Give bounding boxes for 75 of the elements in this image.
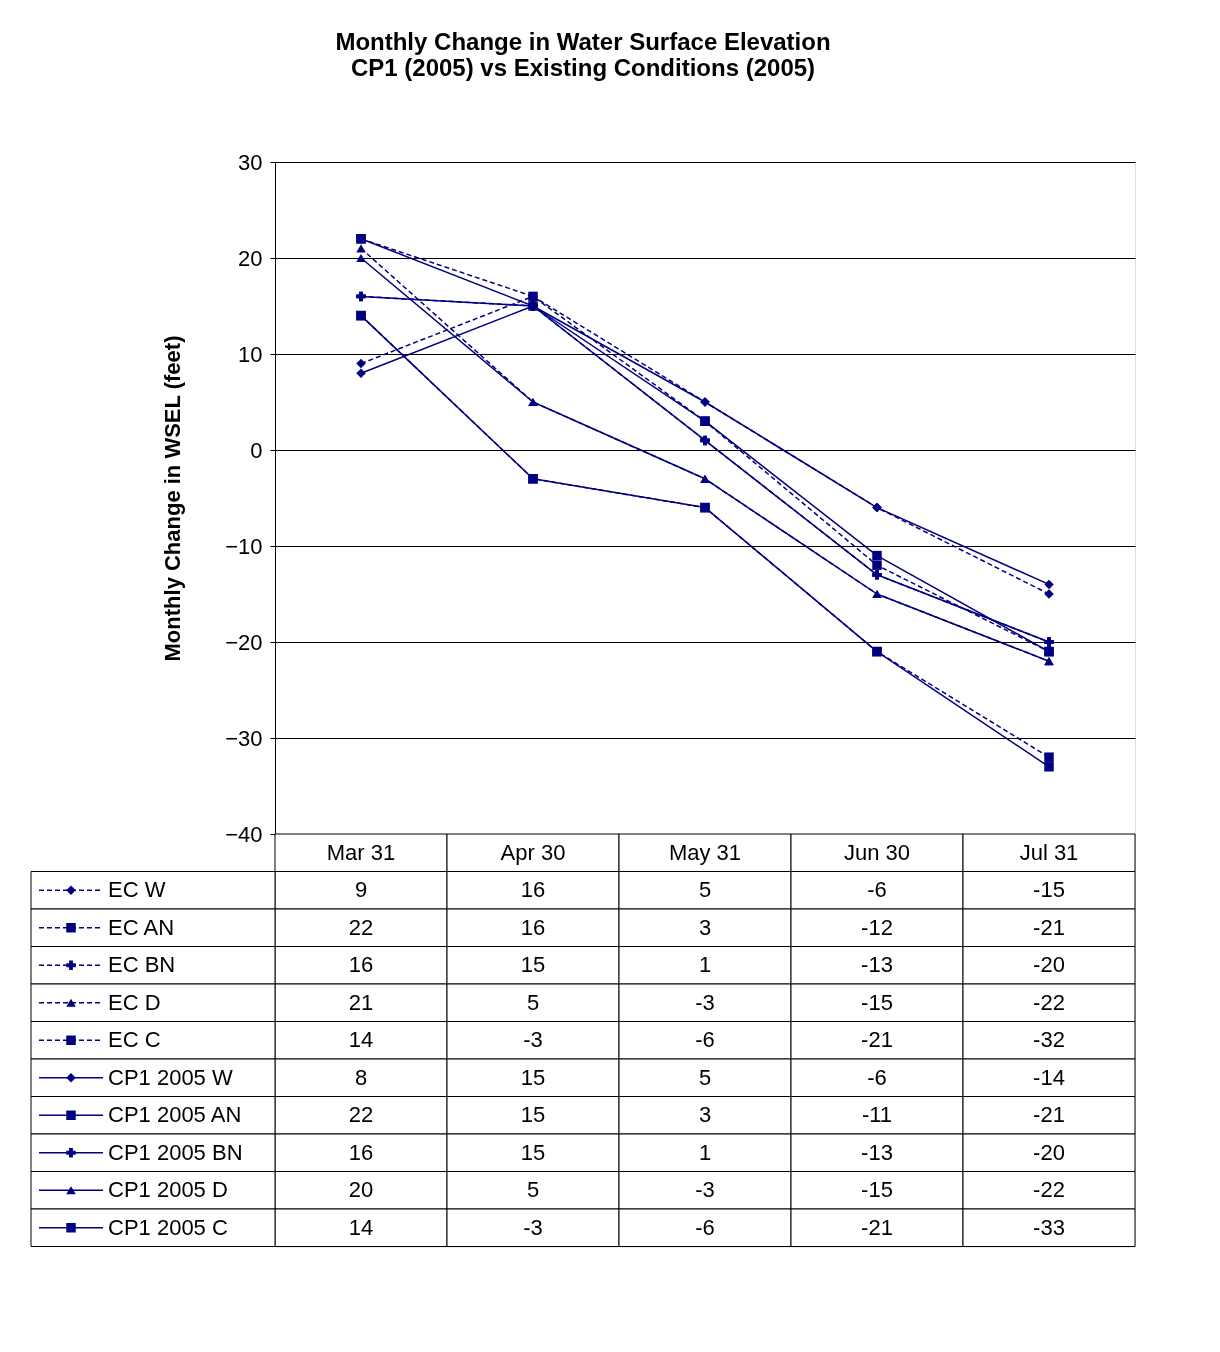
x-tick-label: Jun 30 bbox=[843, 839, 911, 865]
y-tick-label: 30 bbox=[238, 149, 263, 175]
data-label: 15 bbox=[520, 1102, 546, 1128]
legend-label: CP1 2005 W bbox=[108, 1064, 233, 1090]
data-label: 8 bbox=[354, 1064, 368, 1090]
chart-title: Monthly Change in Water Surface Elevation CP1 (2005) vs Existing Conditions (2005) bbox=[335, 27, 831, 81]
data-label: 9 bbox=[354, 877, 368, 903]
legend-label: EC AN bbox=[108, 914, 175, 940]
data-label: 5 bbox=[698, 877, 712, 903]
data-label: -3 bbox=[695, 1177, 715, 1203]
legend-label: EC D bbox=[108, 989, 161, 1015]
data-label: 5 bbox=[698, 1064, 712, 1090]
y-tick-label: −20 bbox=[225, 629, 263, 655]
data-label: 16 bbox=[520, 914, 546, 940]
data-label: -15 bbox=[861, 1177, 893, 1203]
data-label: 5 bbox=[526, 989, 540, 1015]
y-tick-label: −40 bbox=[225, 821, 263, 847]
data-label: -15 bbox=[1033, 877, 1065, 903]
y-tick-label: 20 bbox=[238, 245, 263, 271]
data-label: -3 bbox=[523, 1214, 543, 1240]
data-label: -21 bbox=[861, 1214, 893, 1240]
data-label: -21 bbox=[1033, 1102, 1065, 1128]
data-label: 15 bbox=[520, 1139, 546, 1165]
data-label: 16 bbox=[348, 952, 374, 978]
legend-label: CP1 2005 BN bbox=[108, 1139, 243, 1165]
y-tick-label: 0 bbox=[250, 437, 263, 463]
data-label: -15 bbox=[861, 989, 893, 1015]
x-tick-label: Apr 30 bbox=[500, 839, 566, 865]
legend-label: CP1 2005 D bbox=[108, 1177, 228, 1203]
data-label: 20 bbox=[348, 1177, 374, 1203]
data-label: -22 bbox=[1033, 1177, 1065, 1203]
data-label: -6 bbox=[867, 1064, 887, 1090]
data-label: 16 bbox=[348, 1139, 374, 1165]
data-label: 21 bbox=[348, 989, 374, 1015]
data-label: -20 bbox=[1033, 1139, 1065, 1165]
data-label: 15 bbox=[520, 1064, 546, 1090]
legend-label: CP1 2005 C bbox=[108, 1214, 228, 1240]
legend-label: EC BN bbox=[108, 952, 176, 978]
data-label: 3 bbox=[698, 1102, 712, 1128]
data-label: 5 bbox=[526, 1177, 540, 1203]
data-label: 14 bbox=[348, 1027, 374, 1053]
data-label: -6 bbox=[695, 1027, 715, 1053]
legend-label: EC W bbox=[108, 877, 166, 903]
data-label: -3 bbox=[695, 989, 715, 1015]
data-label: -21 bbox=[861, 1027, 893, 1053]
data-label: -13 bbox=[861, 1139, 893, 1165]
data-label: -32 bbox=[1033, 1027, 1065, 1053]
data-label: 16 bbox=[520, 877, 546, 903]
y-tick-label: −10 bbox=[225, 533, 263, 559]
data-label: -6 bbox=[867, 877, 887, 903]
data-label: 1 bbox=[698, 1139, 712, 1165]
data-label: 22 bbox=[348, 914, 374, 940]
data-label: -11 bbox=[861, 1102, 893, 1128]
data-label: -21 bbox=[1033, 914, 1065, 940]
legend-label: EC C bbox=[108, 1027, 161, 1053]
data-label: -20 bbox=[1033, 952, 1065, 978]
data-label: -3 bbox=[523, 1027, 543, 1053]
data-label: -22 bbox=[1033, 989, 1065, 1015]
data-label: -14 bbox=[1033, 1064, 1065, 1090]
data-label: 14 bbox=[348, 1214, 374, 1240]
data-label: -6 bbox=[695, 1214, 715, 1240]
data-label: 22 bbox=[348, 1102, 374, 1128]
data-label: -33 bbox=[1033, 1214, 1065, 1240]
x-tick-label: May 31 bbox=[668, 839, 742, 865]
data-label: 3 bbox=[698, 914, 712, 940]
data-label: 1 bbox=[698, 952, 712, 978]
x-tick-label: Jul 31 bbox=[1019, 839, 1079, 865]
data-label: -12 bbox=[861, 914, 893, 940]
data-label: -13 bbox=[861, 952, 893, 978]
y-tick-label: 10 bbox=[238, 341, 263, 367]
x-tick-label: Mar 31 bbox=[326, 839, 396, 865]
y-axis-title: Monthly Change in WSEL (feet) bbox=[160, 335, 186, 662]
legend-label: CP1 2005 AN bbox=[108, 1102, 242, 1128]
y-tick-label: −30 bbox=[225, 725, 263, 751]
data-label: 15 bbox=[520, 952, 546, 978]
